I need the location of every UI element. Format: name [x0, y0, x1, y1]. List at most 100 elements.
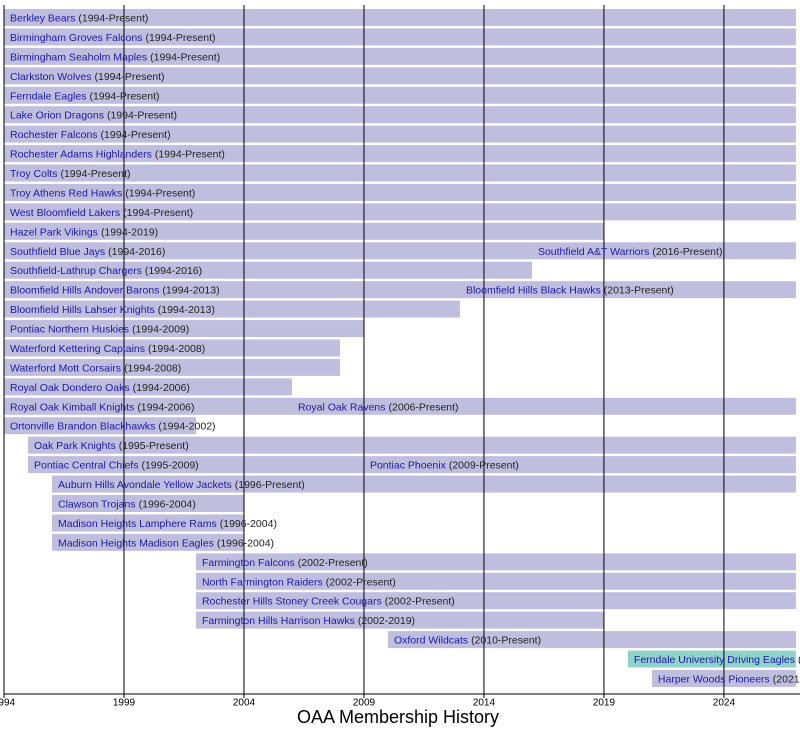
membership-bar [4, 106, 796, 124]
team-name: Waterford Mott Corsairs [10, 362, 121, 374]
team-name: Berkley Bears [10, 12, 75, 24]
membership-bar [531, 242, 796, 260]
bar-label: Royal Oak Dondero Oaks (1994-2006) [10, 382, 190, 394]
team-name: Ortonville Brandon Blackhawks [10, 421, 155, 433]
membership-period: (1994-2016) [108, 246, 165, 258]
membership-bar [4, 183, 796, 201]
team-name: Birmingham Groves Falcons [10, 32, 142, 44]
membership-bar [4, 222, 604, 240]
bar-label: Bloomfield Hills Andover Barons (1994-201… [10, 284, 220, 296]
membership-bar [195, 611, 604, 629]
membership-period: (1994-2013) [158, 304, 215, 316]
membership-period: (1994-Present) [145, 32, 215, 44]
membership-bar [51, 533, 244, 551]
membership-bar [627, 650, 796, 668]
membership-period: (1996-2004) [217, 537, 274, 549]
membership-period: (1994-2016) [145, 265, 202, 277]
membership-bar [4, 320, 364, 338]
bar-label: Madison Heights Madison Eagles (1996-2004… [58, 537, 274, 549]
bar-label: Ferndale Eagles (1994-Present) [10, 90, 160, 102]
bar-label: Clawson Trojans (1996-2004) [58, 498, 196, 510]
team-name: Oak Park Knights [34, 440, 116, 452]
team-name: Hazel Park Vikings [10, 226, 98, 238]
bar-label: Pontiac Phoenix (2009-Present) [370, 459, 519, 471]
team-name: Southfield Blue Jays [10, 246, 105, 258]
membership-bar [51, 495, 244, 512]
membership-period: (2009-Present) [449, 459, 519, 471]
bar-label: Oxford Wildcats (2010-Present) [394, 634, 541, 646]
team-name: Birmingham Seaholm Maples [10, 51, 147, 63]
x-tick-label: 2024 [713, 698, 736, 709]
membership-bar [4, 242, 532, 260]
x-tick-label: 1999 [113, 698, 136, 709]
membership-period: (1994-2008) [124, 362, 181, 374]
membership-period: (1994-Present) [89, 90, 159, 102]
membership-bar [363, 456, 796, 474]
team-name: Harper Woods Pioneers [658, 673, 770, 685]
bar-label: North Farmington Raiders (2002-Present) [202, 576, 396, 588]
membership-period: (2002-Present) [385, 595, 455, 607]
membership-period: (2016-Present) [652, 246, 722, 258]
bar-label: Auburn Hills Avondale Yellow Jackets (199… [58, 479, 305, 491]
bar-label: Hazel Park Vikings (1994-2019) [10, 226, 158, 238]
membership-bar [4, 67, 796, 85]
team-name: Rochester Adams Highlanders [10, 148, 152, 160]
membership-period: (1994-Present) [150, 51, 220, 63]
membership-bar [51, 475, 796, 493]
bar-label: Troy Colts (1994-Present) [10, 168, 131, 180]
membership-bar [4, 86, 796, 104]
x-tick-label: 1994 [0, 698, 16, 709]
team-name: Oxford Wildcats [394, 634, 468, 646]
membership-period: (2002-Present) [298, 557, 368, 569]
membership-bar [4, 145, 796, 163]
membership-bar [291, 397, 796, 415]
membership-period: (2002-2019) [358, 615, 415, 627]
membership-bar [387, 631, 796, 649]
membership-bar [4, 339, 340, 357]
membership-period: (1994-2013) [162, 284, 219, 296]
membership-bar [195, 592, 796, 610]
team-name: Madison Heights Madison Eagles [58, 537, 214, 549]
chart-title: OAA Membership History [297, 707, 499, 727]
team-name: Clawson Trojans [58, 498, 136, 510]
membership-bar [4, 9, 796, 26]
membership-period: (1994-2002) [158, 421, 215, 433]
team-name: Bloomfield Hills Black Hawks [466, 284, 601, 296]
membership-bar [4, 203, 796, 221]
team-name: Pontiac Northern Huskies [10, 323, 129, 335]
membership-period: (1994-Present) [60, 168, 130, 180]
bar-label: Ortonville Brandon Blackhawks (1994-2002) [10, 421, 216, 433]
membership-period: (1994-Present) [107, 109, 177, 121]
membership-bar [27, 456, 364, 474]
team-name: Bloomfield Hills Andover Barons [10, 284, 159, 296]
membership-period: (1994-Present) [101, 129, 171, 141]
team-name: Farmington Falcons [202, 557, 295, 569]
membership-bar [51, 514, 244, 532]
bar-label: Madison Heights Lamphere Rams (1996-2004) [58, 518, 277, 530]
membership-period: (1994-2006) [133, 382, 190, 394]
membership-period: (2006-Present) [389, 401, 459, 413]
membership-period: (1994-Present) [123, 207, 193, 219]
team-name: Lake Orion Dragons [10, 109, 104, 121]
membership-bar [195, 553, 796, 571]
x-tick-label: 2009 [353, 698, 376, 709]
team-name: Troy Athens Red Hawks [10, 187, 122, 199]
bar-label: Troy Athens Red Hawks (1994-Present) [10, 187, 195, 199]
membership-bar [4, 378, 292, 396]
team-name: North Farmington Raiders [202, 576, 323, 588]
bar-label: Rochester Hills Stoney Creek Cougars (200… [202, 595, 455, 607]
bar-label: Birmingham Seaholm Maples (1994-Present) [10, 51, 220, 63]
team-name: Farmington Hills Harrison Hawks [202, 615, 355, 627]
membership-bar [459, 281, 796, 299]
team-name: Royal Oak Ravens [298, 401, 386, 413]
membership-period: (2013-Present) [604, 284, 674, 296]
bar-label: West Bloomfield Lakers (1994-Present) [10, 207, 193, 219]
membership-period: (1994-Present) [125, 187, 195, 199]
membership-bar [4, 28, 796, 46]
membership-period: (1996-2004) [139, 498, 196, 510]
bar-label: Pontiac Central Chiefs (1995-2009) [34, 459, 199, 471]
bar-label: Oak Park Knights (1995-Present) [34, 440, 189, 452]
team-name: Southfield A&T Warriors [538, 246, 649, 258]
membership-bar [4, 261, 532, 279]
team-name: Ferndale University Driving Eagles [634, 654, 795, 666]
